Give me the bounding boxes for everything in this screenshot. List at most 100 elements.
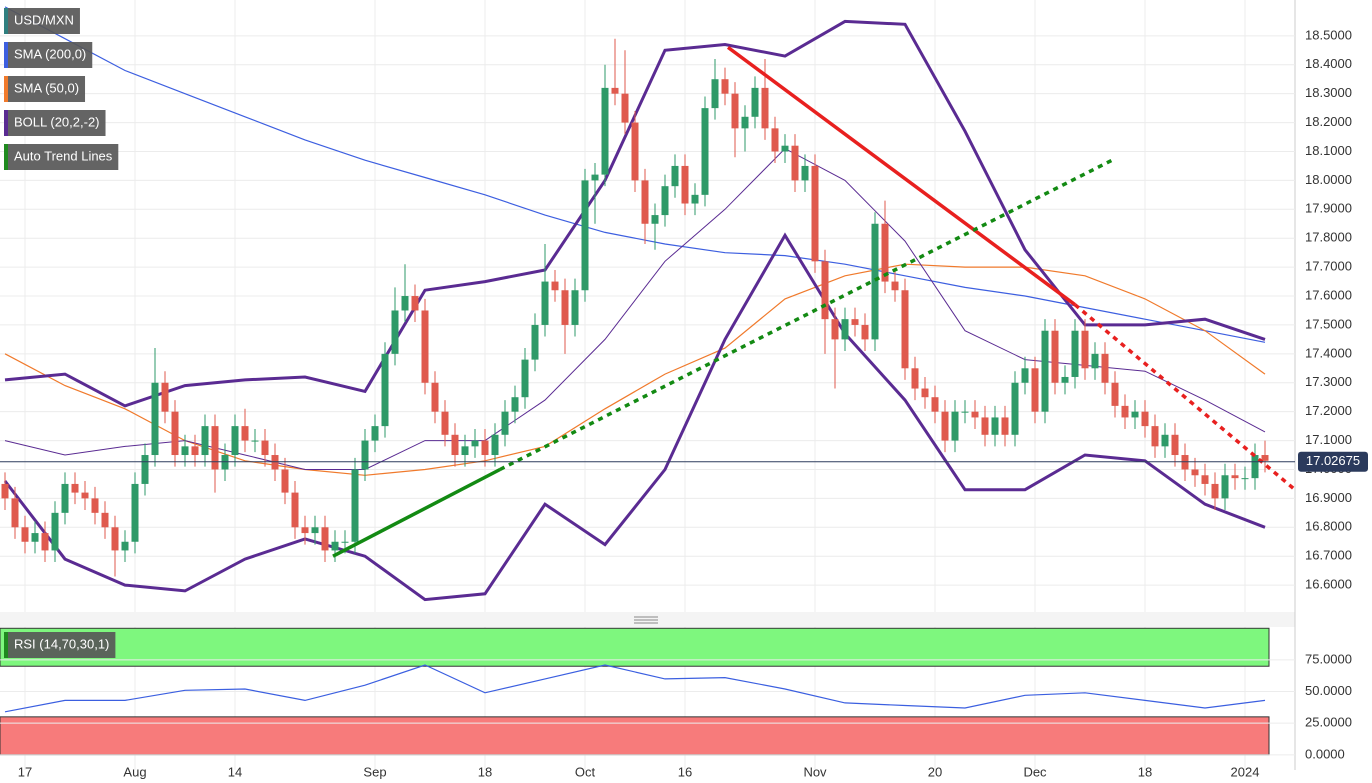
candle-body	[181, 446, 189, 456]
candle-body	[1201, 475, 1209, 484]
candle-body	[581, 180, 589, 291]
candle-body	[371, 426, 379, 441]
candle-body	[191, 446, 199, 456]
candle-body	[1151, 426, 1159, 447]
x-tick-label: Aug	[123, 764, 146, 779]
legend-swatch	[4, 42, 8, 68]
legend-swatch	[4, 76, 8, 102]
candle-body	[231, 426, 239, 456]
candle-body	[391, 310, 399, 354]
candle-body	[201, 426, 209, 456]
x-tick-label: 16	[678, 764, 692, 779]
legend-label: SMA (50,0)	[14, 80, 79, 95]
candle-body	[291, 492, 299, 528]
candle-body	[61, 483, 69, 513]
legend-label: SMA (200,0)	[14, 46, 86, 61]
rsi-zone	[0, 716, 1270, 756]
candle-body	[21, 527, 29, 542]
y-tick-label: 17.5000	[1305, 316, 1352, 331]
candle-body	[321, 527, 329, 551]
x-tick-label: Nov	[803, 764, 827, 779]
legend-swatch	[4, 632, 8, 658]
candle-body	[501, 411, 509, 435]
candle-body	[1, 483, 9, 499]
legend-label: RSI (14,70,30,1)	[14, 636, 109, 651]
y-tick-label: 18.1000	[1305, 143, 1352, 158]
candle-body	[721, 79, 729, 94]
candle-body	[871, 223, 879, 340]
candle-body	[1131, 411, 1139, 418]
legend-label: USD/MXN	[14, 12, 74, 27]
candle-body	[621, 93, 629, 123]
legend-item: Auto Trend Lines	[4, 144, 119, 170]
legend-swatch	[4, 8, 8, 34]
candle-body	[101, 512, 109, 528]
candle-body	[831, 319, 839, 340]
candle-body	[811, 165, 819, 262]
candle-body	[781, 145, 789, 152]
y-tick-label: 17.9000	[1305, 201, 1352, 216]
candle-body	[1251, 455, 1259, 479]
legend-label: BOLL (20,2,-2)	[14, 114, 100, 129]
candle-body	[311, 527, 319, 534]
x-tick-label: Oct	[575, 764, 596, 779]
legend-label: Auto Trend Lines	[14, 148, 113, 163]
y-tick-label: 17.2000	[1305, 403, 1352, 418]
candle-body	[1071, 330, 1079, 377]
candle-body	[631, 122, 639, 181]
candle-body	[381, 353, 389, 427]
candle-body	[1261, 455, 1269, 461]
y-tick-label: 16.8000	[1305, 519, 1352, 534]
candle-body	[821, 261, 829, 320]
candle-body	[1211, 483, 1219, 499]
candle-body	[131, 483, 139, 542]
y-tick-label: 18.0000	[1305, 172, 1352, 187]
candle-body	[641, 180, 649, 224]
y-tick-label: 17.3000	[1305, 374, 1352, 389]
candle-body	[1091, 353, 1099, 369]
x-tick-label: Dec	[1023, 764, 1047, 779]
candle-body	[761, 87, 769, 129]
y-tick-label: 16.7000	[1305, 548, 1352, 563]
candle-body	[81, 492, 89, 499]
rsi-zone	[0, 627, 1270, 667]
candle-body	[861, 324, 869, 340]
legend-swatch	[4, 144, 8, 170]
candle-body	[841, 319, 849, 340]
candle-body	[281, 469, 289, 493]
candle-body	[741, 116, 749, 129]
candle-body	[1041, 330, 1049, 412]
candle-body	[221, 455, 229, 470]
candle-body	[51, 512, 59, 551]
legend-swatch	[4, 110, 8, 136]
candle-body	[341, 541, 349, 543]
candle-body	[361, 440, 369, 470]
trend-line	[499, 158, 1113, 472]
candle-body	[411, 296, 419, 311]
y-tick-label: 50.0000	[1305, 683, 1352, 698]
candle-body	[651, 215, 659, 224]
candle-body	[1111, 382, 1119, 406]
trend-line	[726, 45, 1077, 307]
x-tick-label: 20	[928, 764, 942, 779]
candle-body	[731, 93, 739, 129]
candle-body	[551, 281, 559, 291]
candle-body	[421, 310, 429, 383]
y-tick-label: 25.0000	[1305, 715, 1352, 730]
candle-body	[161, 382, 169, 412]
candle-body	[301, 527, 309, 534]
candle-body	[851, 319, 859, 325]
candle-body	[251, 440, 259, 442]
candle-body	[1141, 411, 1149, 427]
candle-body	[401, 296, 409, 311]
candle-body	[271, 455, 279, 470]
candle-body	[671, 165, 679, 187]
y-tick-label: 0.0000	[1305, 746, 1345, 761]
y-tick-label: 17.6000	[1305, 287, 1352, 302]
y-tick-label: 17.7000	[1305, 259, 1352, 274]
candle-body	[901, 290, 909, 369]
candle-body	[891, 281, 899, 291]
candle-body	[571, 290, 579, 325]
last-price-label: 17.02675	[1306, 453, 1360, 468]
candle-body	[541, 281, 549, 325]
